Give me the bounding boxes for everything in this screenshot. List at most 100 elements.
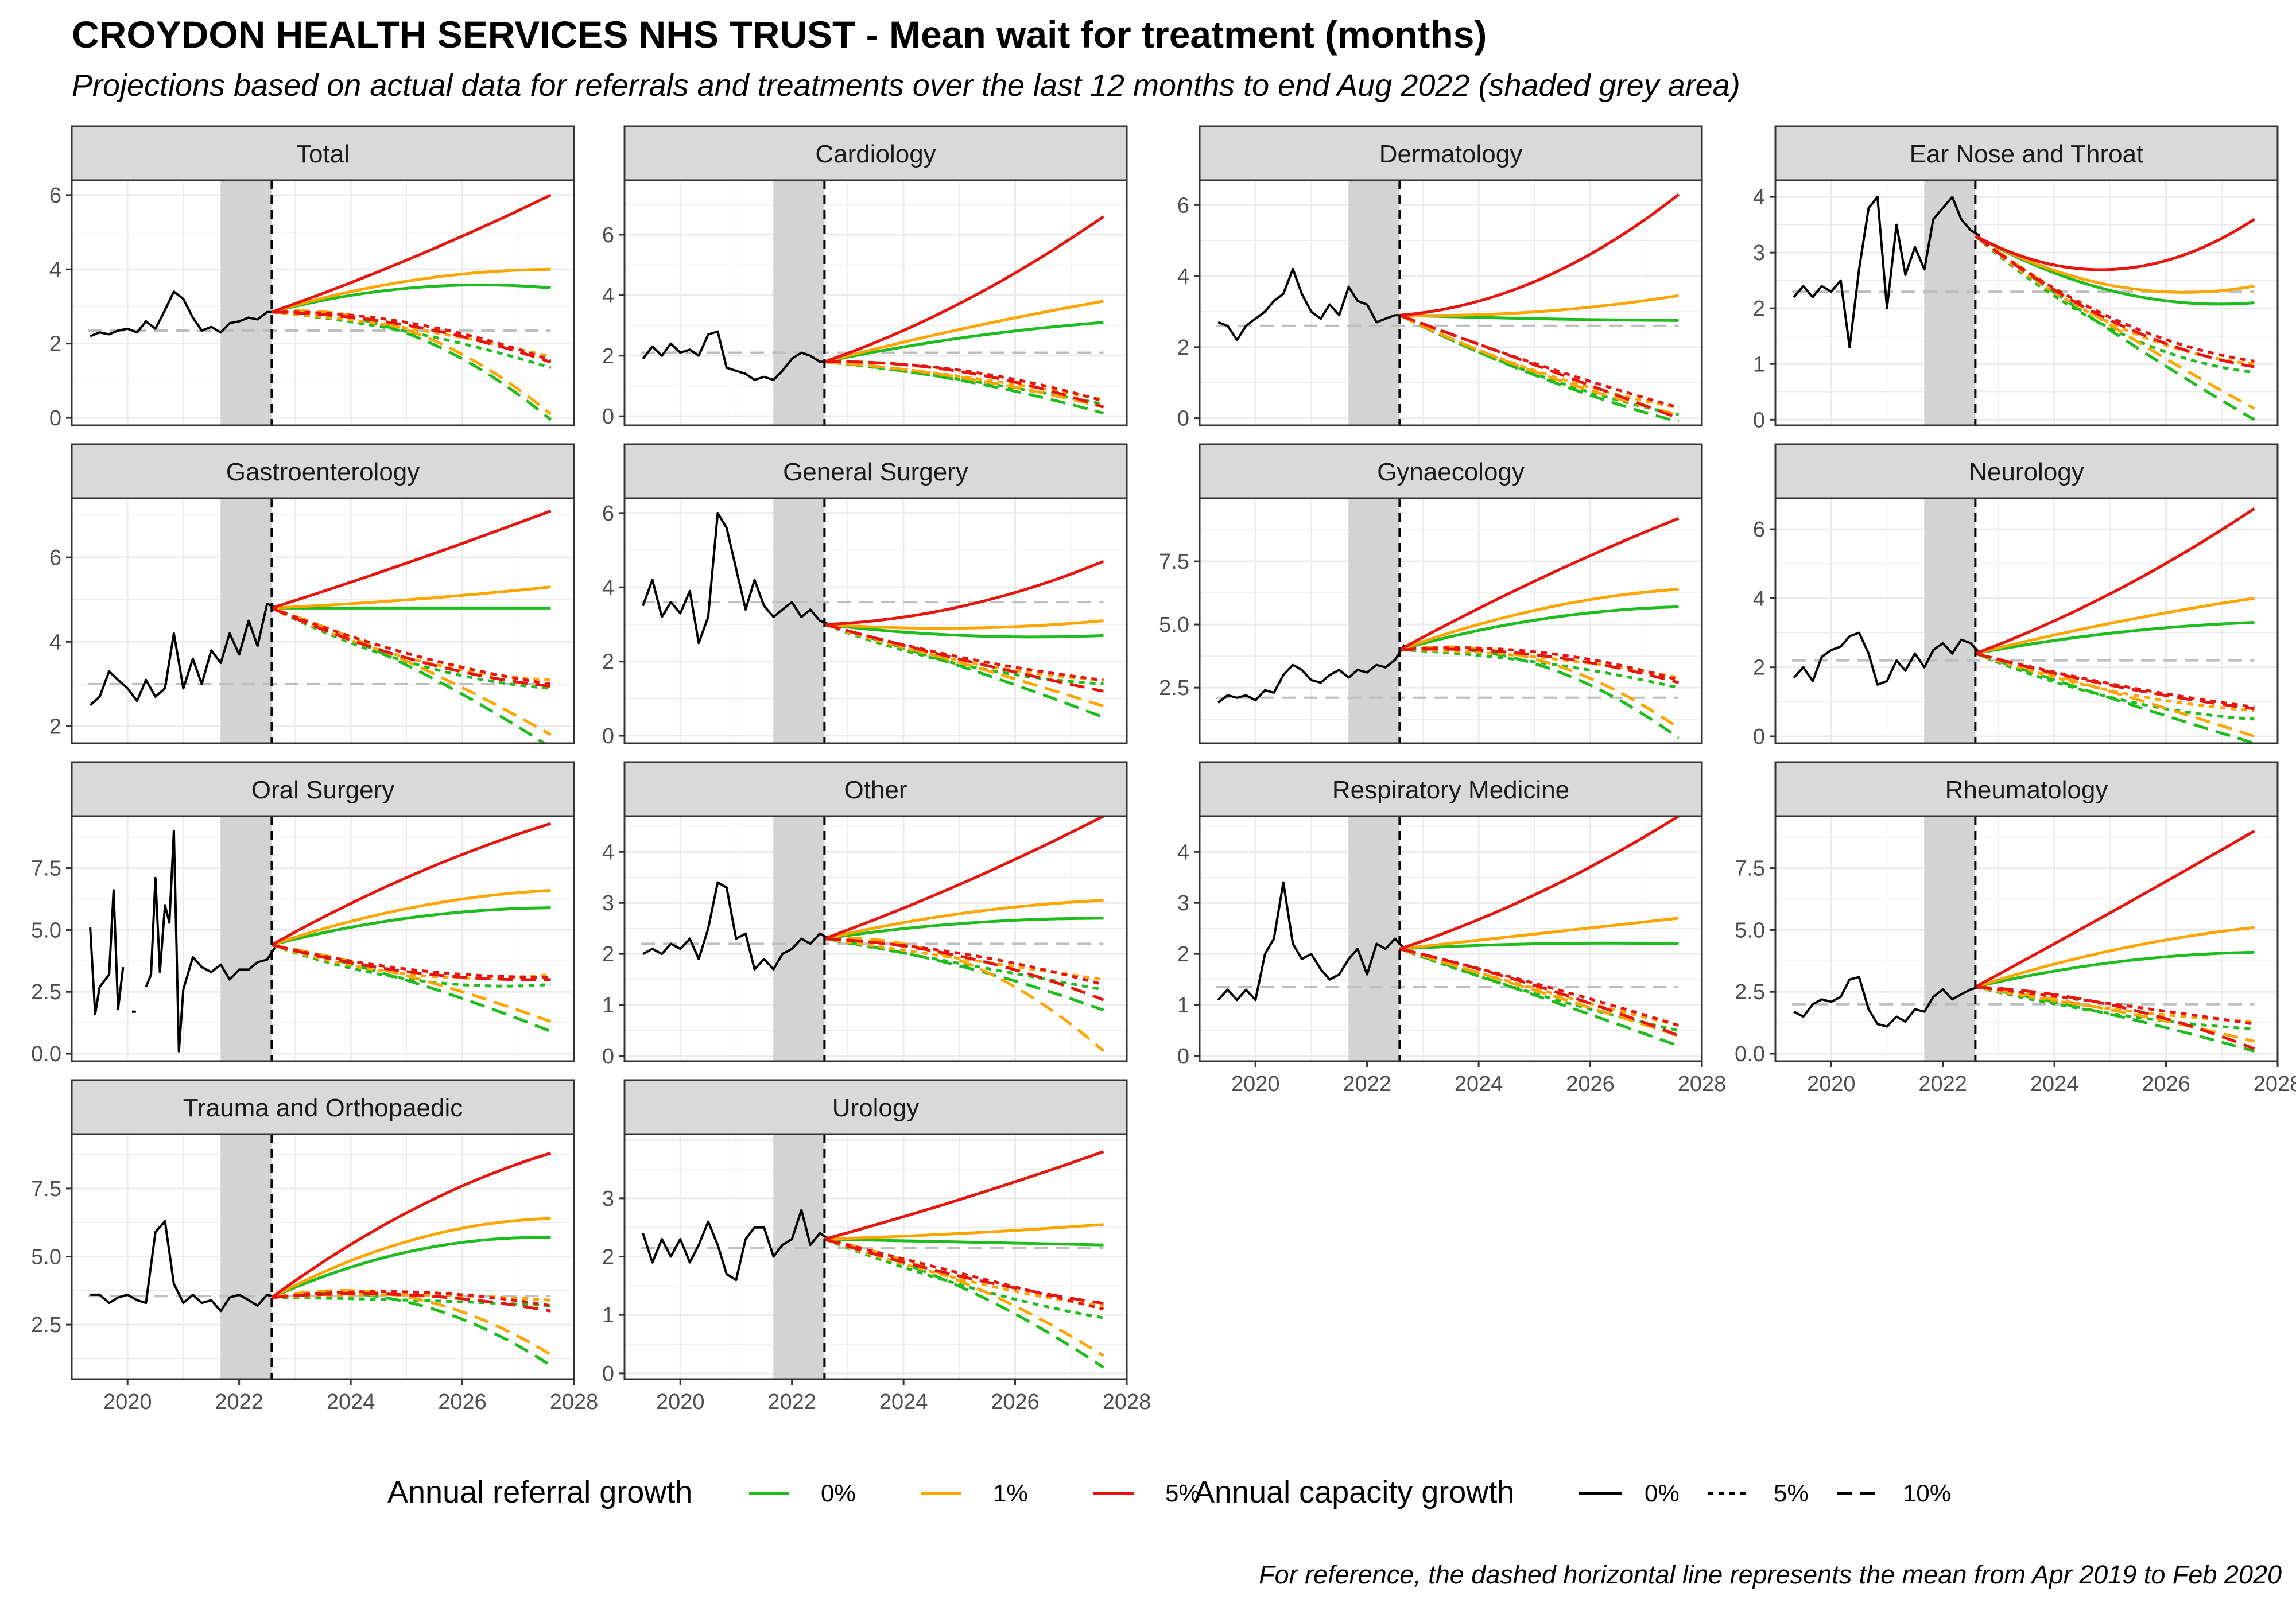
- projection-referral-0pct-capacity-5pct: [824, 1237, 1104, 1319]
- facet-strip: [623, 761, 1128, 817]
- panel-content: [1200, 180, 1702, 425]
- panel-background: [72, 498, 574, 743]
- panel-content: [1775, 816, 2278, 1061]
- projection-referral-1pct-capacity-0pct: [1399, 917, 1679, 950]
- y-tick-label: 1: [1753, 352, 1765, 376]
- facet-strip: [71, 1079, 575, 1135]
- projection-referral-1pct-capacity-0pct: [824, 1223, 1104, 1241]
- shaded-period: [773, 1134, 825, 1379]
- projection-referral-1pct-capacity-10pct: [824, 1237, 1104, 1357]
- facet-oral-surgery: Oral Surgery 0.0 2.5 5.0 7.5: [31, 761, 575, 1066]
- facet-respiratory-medicine: Respiratory Medicine 0 1 2 3 4 2020 2022 2024 202…: [1177, 761, 1726, 1096]
- projection-referral-5pct-capacity-0pct: [271, 509, 552, 610]
- projection-referral-1pct-capacity-10pct: [1399, 645, 1680, 729]
- facet-title: Gastroenterology: [226, 458, 420, 486]
- projection-referral-1pct-capacity-10pct: [271, 943, 552, 1023]
- facet-title: Total: [296, 140, 350, 168]
- panel-content: [625, 816, 1127, 1061]
- projection-referral-1pct-capacity-10pct: [1975, 985, 2255, 1043]
- shaded-period: [220, 180, 272, 425]
- shaded-period: [220, 1134, 272, 1379]
- projection-referral-0pct-capacity-10pct: [824, 623, 1104, 719]
- projection-referral-5pct-capacity-10pct: [824, 937, 1104, 1002]
- history-series: [1217, 267, 1405, 341]
- panel-content: [72, 180, 574, 425]
- panel-content: [625, 1134, 1127, 1379]
- projection-referral-5pct-capacity-10pct: [824, 1237, 1104, 1305]
- history-series: [89, 829, 278, 1053]
- chart-caption: For reference, the dashed horizontal lin…: [1259, 1560, 2282, 1589]
- y-tick-label: 2: [1177, 336, 1189, 360]
- legend-label-capacity: 5%: [1774, 1480, 1809, 1507]
- y-tick-label: 4: [1753, 587, 1765, 611]
- x-tick-label: 2024: [879, 1390, 928, 1414]
- projection-referral-5pct-capacity-0pct: [824, 1150, 1104, 1241]
- projection-referral-5pct-capacity-0pct: [824, 816, 1104, 940]
- panel-content: [1200, 498, 1702, 743]
- projection-referral-5pct-capacity-10pct: [271, 607, 551, 688]
- facet-ear-nose-and-throat: Ear Nose and Throat 0 1 2 3 4: [1753, 125, 2279, 432]
- shaded-period: [773, 180, 825, 425]
- y-tick-label: 5.0: [1735, 918, 1765, 942]
- y-tick-label: 5.0: [31, 1245, 61, 1270]
- projection-referral-0pct-capacity-10pct: [1399, 646, 1680, 740]
- facet-trauma-and-orthopaedic: Trauma and Orthopaedic 2.5 5.0 7.5 2020 2022 2…: [31, 1079, 598, 1414]
- y-tick-label: 6: [1177, 193, 1189, 218]
- y-tick-label: 0: [1753, 408, 1765, 432]
- facet-strip: [1199, 125, 1703, 181]
- legend-referral-title: Annual referral growth: [387, 1475, 692, 1509]
- legend-label-referral: 1%: [993, 1480, 1028, 1507]
- history-series: [1793, 196, 1981, 349]
- facet-strip: [1774, 125, 2279, 181]
- facet-dermatology: Dermatology 0 2 4 6: [1177, 125, 1703, 431]
- facet-title: Gynaecology: [1377, 458, 1525, 486]
- panel-content: [72, 1134, 574, 1379]
- y-tick-label: 0: [602, 405, 614, 429]
- panel-content: [72, 816, 574, 1061]
- y-tick-label: 4: [1753, 185, 1765, 209]
- projection-referral-5pct-capacity-10pct: [1399, 313, 1680, 420]
- y-tick-label: 4: [602, 284, 614, 308]
- facet-title: Neurology: [1969, 458, 2084, 486]
- projection-referral-5pct-capacity-10pct: [271, 943, 551, 981]
- y-tick-label: 5.0: [31, 918, 61, 942]
- x-tick-label: 2020: [1807, 1072, 1856, 1096]
- panel-border: [1199, 179, 1703, 426]
- y-tick-label: 2: [49, 332, 61, 356]
- y-tick-label: 4: [1177, 265, 1189, 289]
- y-tick-label: 3: [602, 1187, 614, 1211]
- facet-title: Trauma and Orthopaedic: [183, 1094, 463, 1122]
- projection-referral-0pct-capacity-0pct: [271, 283, 551, 314]
- y-tick-label: 2: [602, 650, 614, 674]
- panel-content: [1775, 180, 2278, 425]
- y-tick-label: 0: [1177, 1045, 1189, 1069]
- chart-subtitle: Projections based on actual data for ref…: [72, 68, 1740, 103]
- projection-referral-0pct-capacity-10pct: [1399, 313, 1680, 424]
- facet-strip: [623, 443, 1128, 499]
- panel-border: [623, 815, 1128, 1062]
- y-tick-label: 4: [1177, 840, 1189, 864]
- projection-referral-5pct-capacity-0pct: [1399, 517, 1680, 651]
- projection-referral-5pct-capacity-10pct: [1975, 985, 2255, 1050]
- projection-referral-5pct-capacity-10pct: [1975, 652, 2255, 711]
- panel-content: [625, 498, 1127, 743]
- facet-gastroenterology: Gastroenterology 2 4 6: [49, 443, 575, 744]
- projection-referral-0pct-capacity-10pct: [271, 607, 547, 743]
- y-tick-label: 6: [1753, 518, 1765, 542]
- y-tick-label: 1: [1177, 993, 1189, 1018]
- panel-background: [1775, 498, 2278, 743]
- y-tick-label: 6: [49, 184, 61, 208]
- projection-referral-0pct-capacity-5pct: [824, 937, 1104, 991]
- y-tick-label: 6: [49, 546, 61, 570]
- panel-border: [623, 497, 1128, 744]
- projection-referral-5pct-capacity-5pct: [271, 607, 551, 686]
- facet-gynaecology: Gynaecology 2.5 5.0 7.5: [1159, 443, 1703, 744]
- legend-capacity-title: Annual capacity growth: [1194, 1475, 1514, 1509]
- projection-referral-1pct-capacity-10pct: [271, 607, 552, 736]
- facet-strip: [1199, 443, 1703, 499]
- x-tick-label: 2024: [327, 1390, 375, 1414]
- facet-strip: [623, 1079, 1128, 1135]
- projection-referral-5pct-capacity-0pct: [1975, 829, 2255, 988]
- x-tick-label: 2022: [215, 1390, 263, 1414]
